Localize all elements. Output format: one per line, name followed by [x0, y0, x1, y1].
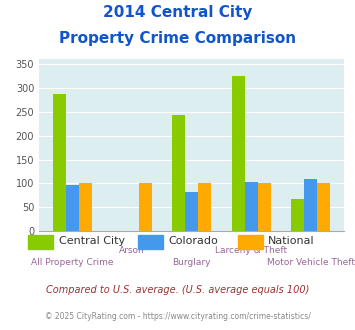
Bar: [231, 76, 245, 231]
Bar: [304, 179, 317, 231]
Bar: [172, 115, 185, 231]
Bar: [258, 183, 271, 231]
Text: National: National: [268, 236, 315, 246]
Text: Central City: Central City: [59, 236, 125, 246]
Text: Colorado: Colorado: [169, 236, 218, 246]
Text: Compared to U.S. average. (U.S. average equals 100): Compared to U.S. average. (U.S. average …: [46, 285, 309, 295]
Text: Arson: Arson: [119, 247, 145, 255]
Text: All Property Crime: All Property Crime: [31, 258, 114, 267]
Text: Larceny & Theft: Larceny & Theft: [215, 247, 287, 255]
Bar: [139, 183, 152, 231]
Bar: [198, 183, 211, 231]
Text: Property Crime Comparison: Property Crime Comparison: [59, 31, 296, 46]
Bar: [245, 182, 258, 231]
Bar: [291, 199, 304, 231]
Bar: [317, 183, 331, 231]
Text: Burglary: Burglary: [173, 258, 211, 267]
Bar: [79, 183, 92, 231]
Bar: [53, 94, 66, 231]
Text: Motor Vehicle Theft: Motor Vehicle Theft: [267, 258, 355, 267]
Bar: [185, 192, 198, 231]
Bar: [66, 185, 79, 231]
Text: 2014 Central City: 2014 Central City: [103, 5, 252, 20]
Text: © 2025 CityRating.com - https://www.cityrating.com/crime-statistics/: © 2025 CityRating.com - https://www.city…: [45, 312, 310, 321]
